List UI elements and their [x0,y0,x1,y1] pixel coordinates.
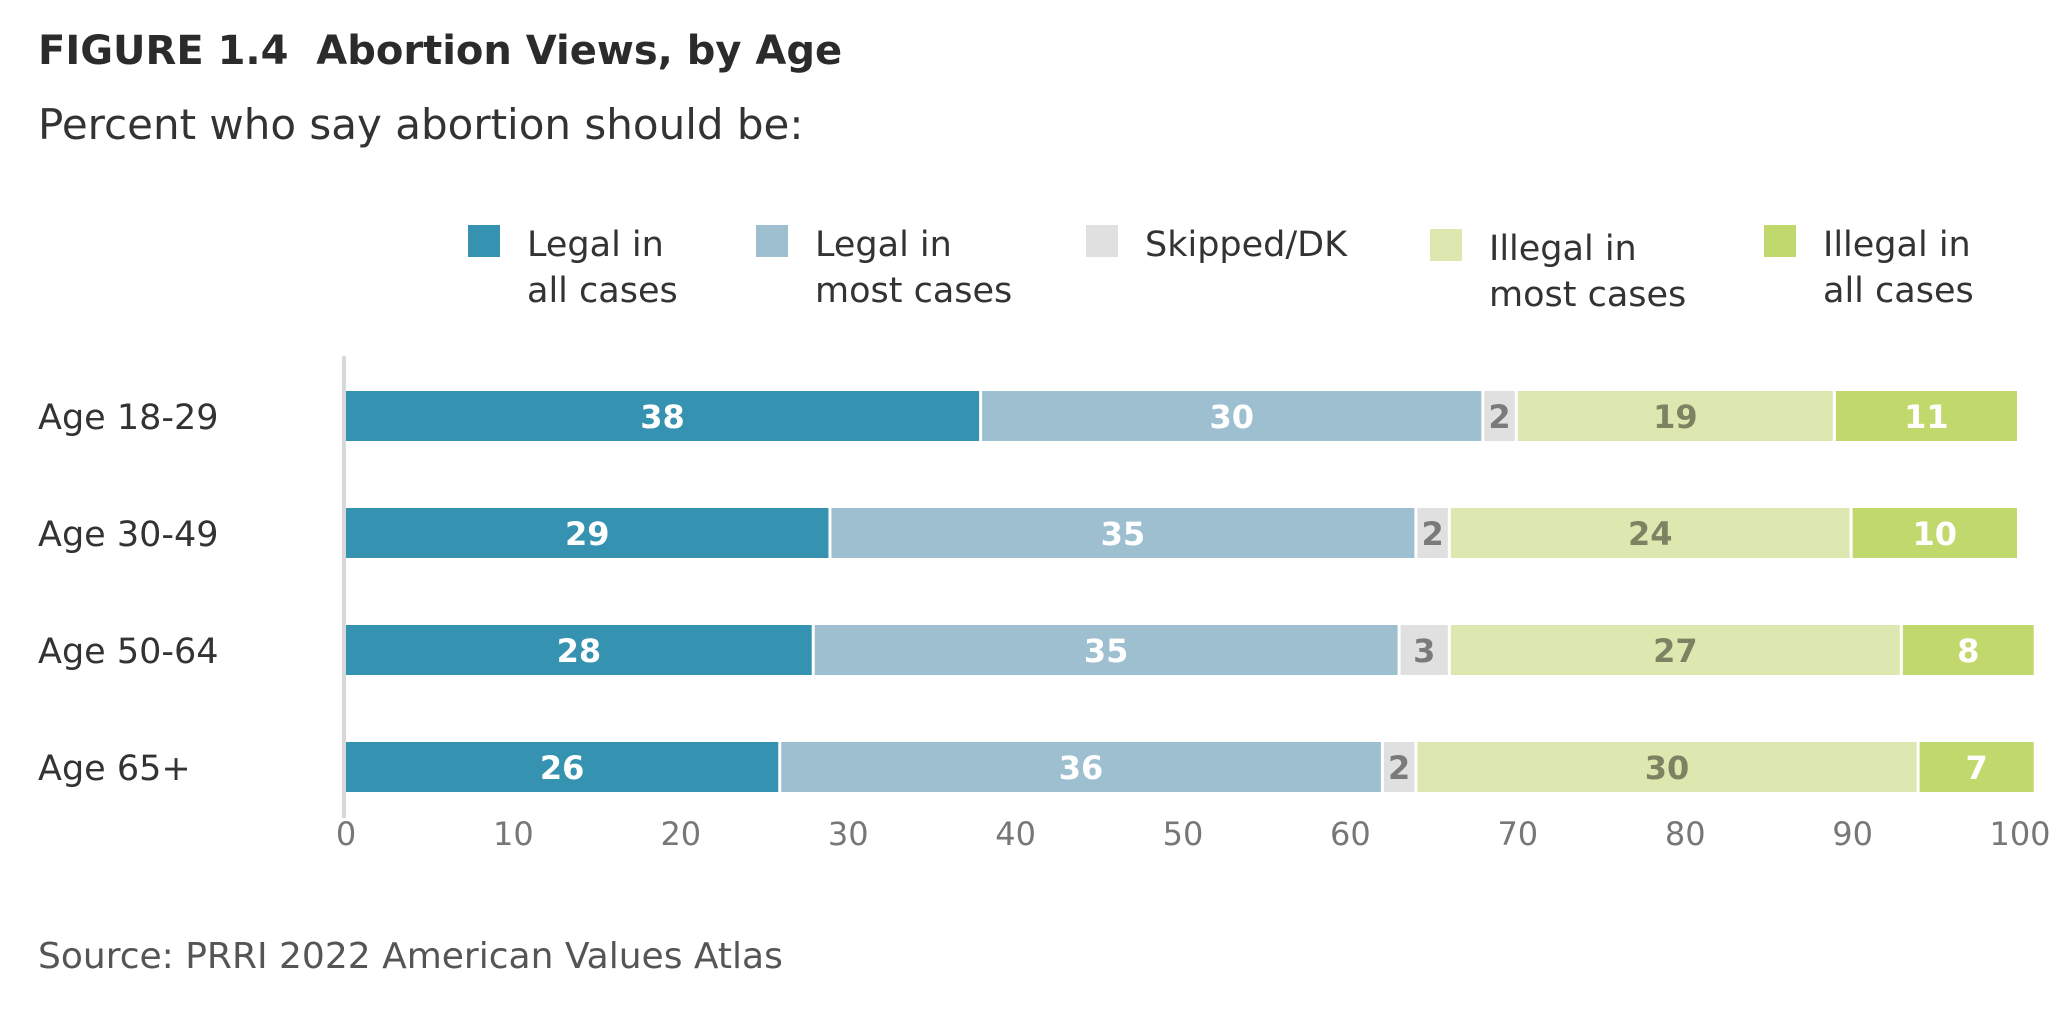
chart-subtitle: Percent who say abortion should be: [38,100,804,149]
data-label: 30 [1645,749,1690,787]
data-label: 27 [1653,632,1698,670]
category-label: Age 65+ [38,749,191,789]
x-tick-label: 0 [336,815,356,853]
source-note: Source: PRRI 2022 American Values Atlas [38,936,783,977]
data-label: 3 [1413,632,1435,670]
x-tick-label: 90 [1832,815,1873,853]
data-label: 7 [1966,749,1988,787]
data-label: 30 [1209,398,1254,436]
legend-swatch [468,225,500,257]
x-tick-label: 100 [1989,815,2050,853]
legend-label: Skipped/DK [1145,225,1348,265]
bar-segment-illegal-in-all-cases [1902,625,2034,675]
legend-item-skipped-dk: Skipped/DK [1086,222,1347,268]
bar-segment-legal-in-most-cases [831,508,1415,558]
data-label: 38 [640,398,685,436]
bar-segment-legal-in-all-cases [346,742,779,792]
bar-segment-illegal-in-all-cases [1852,508,2017,558]
bar-segment-illegal-in-most-cases [1450,508,1850,558]
chart-title: FIGURE 1.4 Abortion Views, by Age [38,28,843,74]
legend-swatch [1764,225,1796,257]
bar-segment-illegal-in-most-cases [1417,742,1917,792]
bar-segment-illegal-in-all-cases [1835,391,2017,441]
data-label: 35 [1084,632,1129,670]
legend-label: Illegal in most cases [1489,229,1687,315]
data-label: 2 [1388,749,1410,787]
data-label: 36 [1059,749,1104,787]
x-tick-label: 50 [1163,815,1204,853]
x-tick-label: 80 [1665,815,1706,853]
bar-segment-legal-in-most-cases [814,625,1398,675]
bar-segment-illegal-in-all-cases [1919,742,2034,792]
bar-segment-legal-in-all-cases [346,508,829,558]
x-tick-label: 20 [660,815,701,853]
bar-segment-skipped-dk [1417,508,1448,558]
bar-segment-illegal-in-most-cases [1450,625,1900,675]
legend-swatch [1086,225,1118,257]
legend-item-illegal-in-most-cases: Illegal in most cases [1430,226,1686,318]
legend-label: Legal in all cases [527,225,678,311]
bar-segment-legal-in-most-cases [781,742,1381,792]
data-label: 8 [1957,632,1979,670]
bar-segment-legal-in-most-cases [982,391,1482,441]
data-label: 19 [1653,398,1698,436]
x-tick-label: 40 [995,815,1036,853]
data-label: 2 [1421,515,1443,553]
bar-segment-skipped-dk [1383,742,1415,792]
data-label: 24 [1628,515,1673,553]
x-tick-label: 60 [1330,815,1371,853]
bar-segment-skipped-dk [1484,391,1515,441]
category-label: Age 18-29 [38,398,219,438]
bar-segment-legal-in-all-cases [346,625,812,675]
legend-item-illegal-in-all-cases: Illegal in all cases [1764,222,1974,314]
legend-label: Illegal in all cases [1823,225,1974,311]
bar-segment-illegal-in-most-cases [1517,391,1833,441]
data-label: 26 [540,749,585,787]
category-label: Age 30-49 [38,515,219,555]
category-label: Age 50-64 [38,632,219,672]
bar-segment-legal-in-all-cases [346,391,980,441]
legend-item-legal-in-most-cases: Legal in most cases [756,222,1012,314]
data-label: 10 [1913,515,1958,553]
legend-swatch [756,225,788,257]
data-label: 35 [1101,515,1146,553]
data-label: 29 [565,515,610,553]
x-tick-label: 70 [1497,815,1538,853]
data-label: 2 [1488,398,1510,436]
legend-swatch [1430,229,1462,261]
legend-label: Legal in most cases [815,225,1013,311]
legend-item-legal-in-all-cases: Legal in all cases [468,222,678,314]
data-label: 28 [557,632,602,670]
x-tick-label: 10 [493,815,534,853]
bar-segment-skipped-dk [1400,625,1448,675]
x-tick-label: 30 [828,815,869,853]
data-label: 11 [1904,398,1949,436]
